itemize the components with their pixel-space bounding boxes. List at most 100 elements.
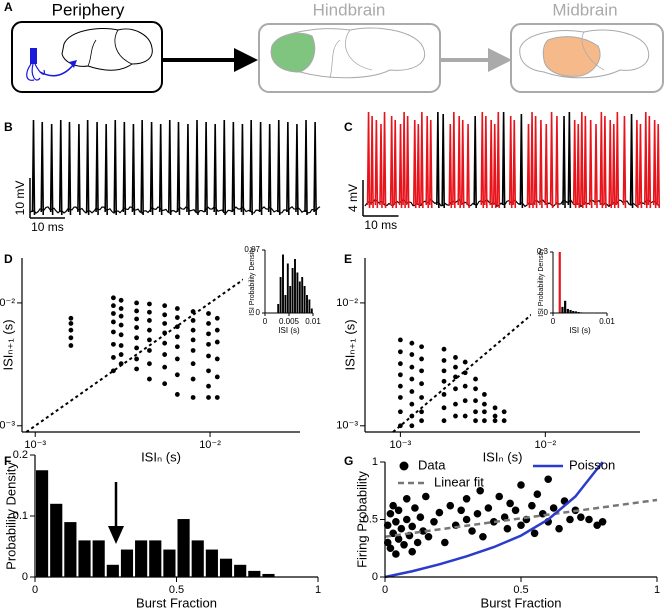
- y-tick-label: 0: [22, 571, 28, 583]
- spike: [85, 119, 90, 216]
- panel-letter: C: [344, 120, 353, 134]
- data-point: [528, 501, 536, 510]
- x-tick-label: 0: [382, 584, 388, 596]
- y-axis-label: Firing Probability: [354, 471, 369, 568]
- spike: [583, 115, 588, 209]
- data-point: [419, 344, 424, 350]
- bar: [291, 268, 294, 313]
- stage-label: Periphery: [52, 0, 125, 19]
- bar: [277, 304, 280, 313]
- scale-bar-label: 4 mV: [346, 184, 360, 212]
- data-point: [482, 418, 487, 424]
- bar: [106, 564, 119, 577]
- data-point: [111, 355, 116, 360]
- data-point: [598, 518, 607, 526]
- spike: [611, 123, 616, 209]
- data-point: [118, 343, 124, 348]
- spike: [580, 111, 584, 209]
- bar: [177, 519, 190, 577]
- bar: [284, 295, 287, 313]
- data-point: [453, 401, 458, 407]
- data-point: [162, 352, 168, 357]
- data-point: [503, 524, 512, 533]
- data-point: [206, 311, 211, 316]
- data-point: [555, 524, 563, 533]
- y-axis-label: ISIₙ₊₁ (s): [342, 319, 357, 370]
- spike: [222, 119, 227, 216]
- bar: [298, 281, 301, 313]
- spike: [276, 119, 281, 216]
- bar: [36, 470, 49, 577]
- data-point: [68, 335, 74, 341]
- bar: [219, 558, 233, 577]
- data-point: [397, 337, 403, 343]
- data-point: [383, 521, 392, 530]
- data-point: [162, 340, 168, 346]
- y-tick-label: 0: [372, 571, 378, 583]
- data-point: [214, 356, 220, 362]
- spike: [496, 111, 501, 209]
- bar: [92, 540, 105, 577]
- spike: [40, 121, 45, 216]
- data-point: [476, 486, 485, 495]
- bar: [191, 540, 204, 577]
- hindbrain-box: [258, 23, 441, 93]
- spike: [501, 111, 506, 209]
- data-point: [585, 515, 593, 524]
- data-point: [392, 518, 400, 526]
- data-point: [441, 418, 447, 424]
- trace-baseline: [29, 206, 321, 214]
- data-point: [147, 301, 152, 307]
- spike: [457, 115, 461, 209]
- y-tick-label: 0.2: [13, 449, 28, 461]
- data-point: [484, 504, 493, 512]
- data-point: [453, 413, 458, 419]
- spike: [526, 123, 531, 209]
- bar: [234, 564, 247, 577]
- data-point: [190, 361, 196, 367]
- bar: [279, 277, 282, 313]
- data-point: [174, 306, 180, 311]
- bar: [574, 311, 578, 313]
- data-point: [162, 330, 168, 336]
- data-point: [397, 524, 406, 533]
- data-point: [462, 495, 471, 503]
- data-point: [409, 364, 415, 370]
- x-tick-label: 0: [551, 317, 556, 326]
- data-point: [441, 405, 447, 411]
- bar: [296, 272, 299, 313]
- spike: [420, 111, 424, 209]
- data-point: [473, 509, 482, 518]
- x-axis-label: ISI (s): [278, 326, 300, 335]
- spike: [599, 111, 604, 209]
- data-point: [162, 312, 168, 318]
- spike: [405, 115, 410, 209]
- pathway-arrow: [162, 48, 258, 72]
- data-point: [424, 532, 433, 541]
- data-point: [134, 316, 139, 322]
- data-point: [206, 395, 211, 400]
- data-point: [118, 332, 124, 338]
- data-point: [441, 346, 447, 352]
- y-tick-label: 1: [372, 456, 378, 468]
- series-line: [384, 498, 658, 538]
- x-axis-label: ISI (s): [569, 326, 591, 335]
- data-point: [206, 331, 211, 337]
- data-point: [468, 527, 476, 535]
- spike: [635, 119, 639, 209]
- data-point: [409, 413, 415, 419]
- data-point: [409, 340, 415, 346]
- data-point: [506, 499, 514, 508]
- data-point: [174, 344, 180, 350]
- data-point: [501, 418, 507, 424]
- spike: [512, 119, 517, 209]
- data-point: [214, 315, 220, 321]
- spike: [113, 119, 118, 216]
- spike: [441, 113, 445, 209]
- x-axis-label: Burst Fraction: [136, 595, 217, 610]
- data-point: [593, 521, 601, 530]
- spike: [295, 123, 299, 216]
- spike: [382, 111, 387, 209]
- y-axis-label: ISIₙ₊₁ (s): [0, 319, 15, 370]
- bar: [163, 549, 176, 577]
